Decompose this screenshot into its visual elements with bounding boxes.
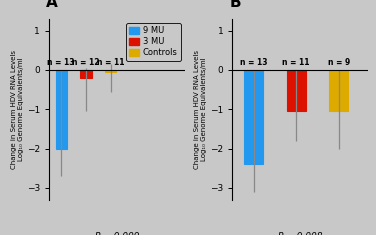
Text: n = 11: n = 11 bbox=[282, 58, 310, 67]
Bar bbox=[287, 70, 306, 111]
Text: A: A bbox=[46, 0, 58, 10]
Bar bbox=[105, 70, 116, 72]
Text: P = 0.009: P = 0.009 bbox=[95, 232, 139, 235]
Bar bbox=[329, 70, 348, 111]
Legend: 9 MU, 3 MU, Controls: 9 MU, 3 MU, Controls bbox=[126, 23, 181, 61]
Text: n = 9: n = 9 bbox=[327, 58, 350, 67]
Text: B: B bbox=[230, 0, 241, 10]
Bar bbox=[244, 70, 263, 164]
Bar bbox=[56, 70, 67, 149]
Text: n = 12: n = 12 bbox=[72, 58, 100, 67]
Text: n = 13: n = 13 bbox=[240, 58, 267, 67]
Y-axis label: Change in Serum HDV RNA Levels
Log₁₀ Genome Equivalents/ml: Change in Serum HDV RNA Levels Log₁₀ Gen… bbox=[11, 50, 24, 169]
Text: n = 13: n = 13 bbox=[47, 58, 75, 67]
Y-axis label: Change in Serum HDV RNA Levels
Log₁₀ Genome Equivalents/ml: Change in Serum HDV RNA Levels Log₁₀ Gen… bbox=[194, 50, 208, 169]
Text: n = 11: n = 11 bbox=[97, 58, 124, 67]
Text: P = 0.008: P = 0.008 bbox=[278, 232, 323, 235]
Bar bbox=[80, 70, 91, 78]
